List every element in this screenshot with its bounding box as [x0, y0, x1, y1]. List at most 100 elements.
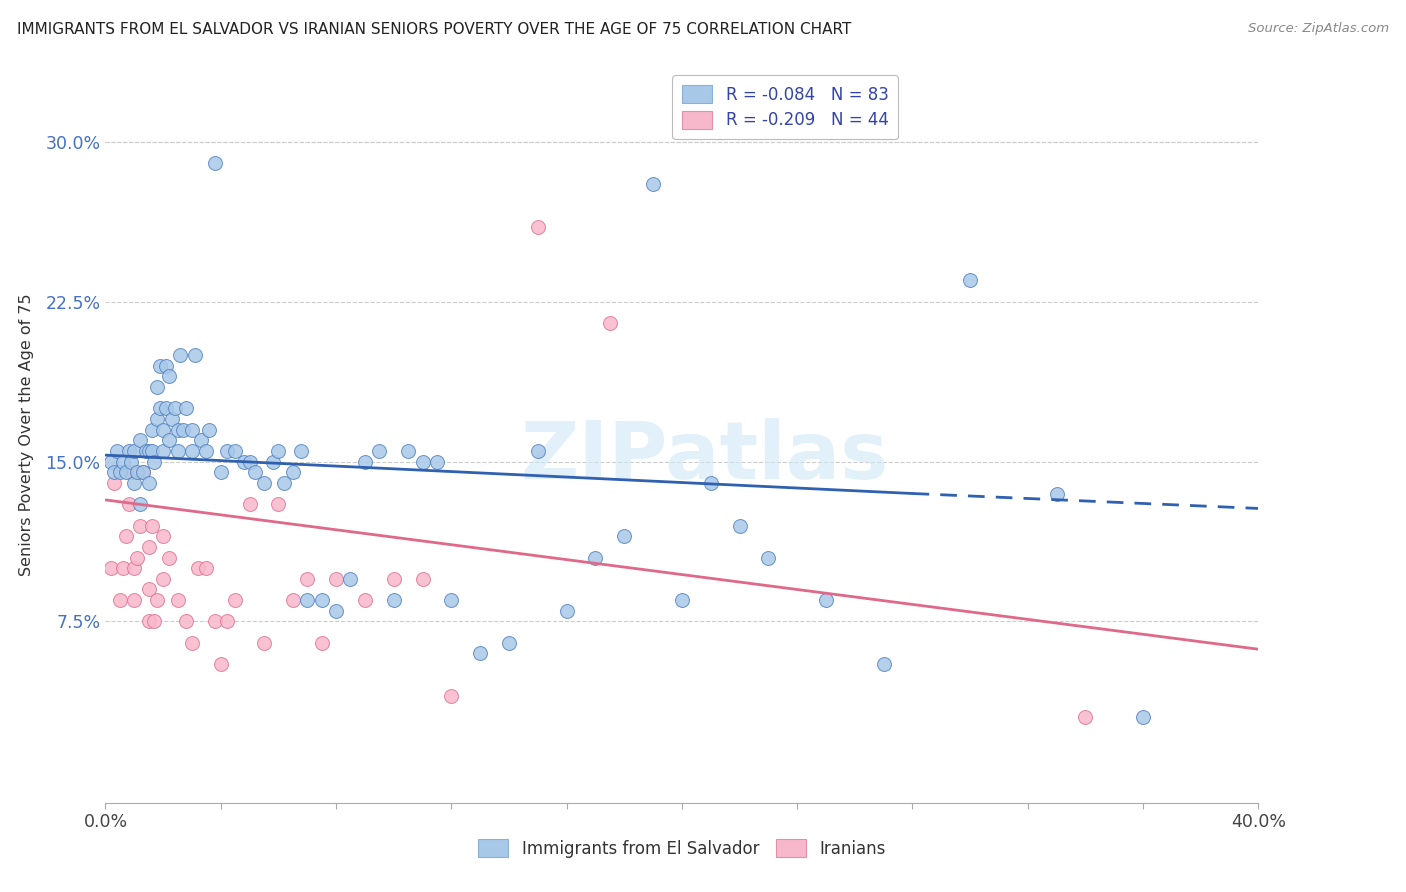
Point — [339, 572, 361, 586]
Point — [120, 465, 142, 479]
Point — [138, 582, 160, 597]
Point — [253, 636, 276, 650]
Point — [354, 454, 377, 468]
Point — [426, 454, 449, 468]
Point — [585, 550, 607, 565]
Point — [411, 454, 433, 468]
Text: ZIPatlas: ZIPatlas — [520, 418, 889, 496]
Text: Source: ZipAtlas.com: Source: ZipAtlas.com — [1249, 22, 1389, 36]
Point — [204, 615, 226, 629]
Point — [166, 423, 188, 437]
Point — [290, 443, 312, 458]
Point — [155, 401, 177, 416]
Point — [728, 518, 751, 533]
Point — [297, 572, 319, 586]
Point — [124, 443, 146, 458]
Point — [959, 273, 981, 287]
Point — [671, 593, 693, 607]
Point — [149, 401, 172, 416]
Point — [555, 604, 578, 618]
Point — [155, 359, 177, 373]
Point — [127, 550, 149, 565]
Point — [138, 540, 160, 554]
Point — [174, 401, 197, 416]
Point — [111, 561, 134, 575]
Point — [245, 465, 267, 479]
Point — [138, 615, 160, 629]
Point — [141, 518, 163, 533]
Point — [209, 465, 232, 479]
Point — [253, 475, 276, 490]
Point — [1132, 710, 1154, 724]
Point — [204, 156, 226, 170]
Point — [195, 561, 218, 575]
Point — [180, 443, 204, 458]
Point — [157, 550, 180, 565]
Point — [166, 443, 188, 458]
Point — [382, 593, 405, 607]
Point — [599, 316, 621, 330]
Point — [195, 443, 218, 458]
Point — [700, 475, 723, 490]
Point — [117, 497, 139, 511]
Point — [180, 636, 204, 650]
Point — [187, 561, 209, 575]
Point — [152, 529, 174, 543]
Point — [470, 647, 492, 661]
Point — [267, 497, 290, 511]
Point — [129, 497, 152, 511]
Point — [498, 636, 520, 650]
Point — [146, 380, 169, 394]
Point — [180, 423, 204, 437]
Point — [239, 497, 262, 511]
Point — [440, 593, 463, 607]
Point — [141, 423, 163, 437]
Point — [124, 561, 146, 575]
Point — [157, 433, 180, 447]
Point — [1074, 710, 1097, 724]
Point — [262, 454, 284, 468]
Point — [152, 423, 174, 437]
Point — [232, 454, 254, 468]
Point — [643, 178, 665, 192]
Point — [273, 475, 295, 490]
Text: IMMIGRANTS FROM EL SALVADOR VS IRANIAN SENIORS POVERTY OVER THE AGE OF 75 CORREL: IMMIGRANTS FROM EL SALVADOR VS IRANIAN S… — [17, 22, 851, 37]
Point — [281, 593, 304, 607]
Point — [325, 604, 347, 618]
Point — [184, 348, 207, 362]
Point — [146, 593, 169, 607]
Point — [215, 615, 238, 629]
Point — [127, 465, 149, 479]
Point — [224, 593, 246, 607]
Point — [224, 443, 246, 458]
Point — [267, 443, 290, 458]
Point — [354, 593, 377, 607]
Point — [141, 443, 163, 458]
Point — [873, 657, 896, 672]
Point — [382, 572, 405, 586]
Point — [198, 423, 221, 437]
Point — [172, 423, 194, 437]
Point — [129, 518, 152, 533]
Point — [169, 348, 191, 362]
Point — [138, 443, 160, 458]
Point — [132, 465, 155, 479]
Point — [143, 615, 166, 629]
Point — [311, 593, 333, 607]
Point — [143, 454, 166, 468]
Y-axis label: Seniors Poverty Over the Age of 75: Seniors Poverty Over the Age of 75 — [20, 293, 34, 576]
Point — [613, 529, 636, 543]
Point — [114, 465, 136, 479]
Point — [132, 465, 155, 479]
Point — [190, 433, 212, 447]
Point — [1046, 486, 1069, 500]
Point — [135, 443, 157, 458]
Point — [281, 465, 304, 479]
Point — [157, 369, 180, 384]
Point — [527, 443, 550, 458]
Point — [146, 412, 169, 426]
Point — [163, 401, 186, 416]
Point — [129, 433, 152, 447]
Point — [108, 593, 131, 607]
Point — [166, 593, 188, 607]
